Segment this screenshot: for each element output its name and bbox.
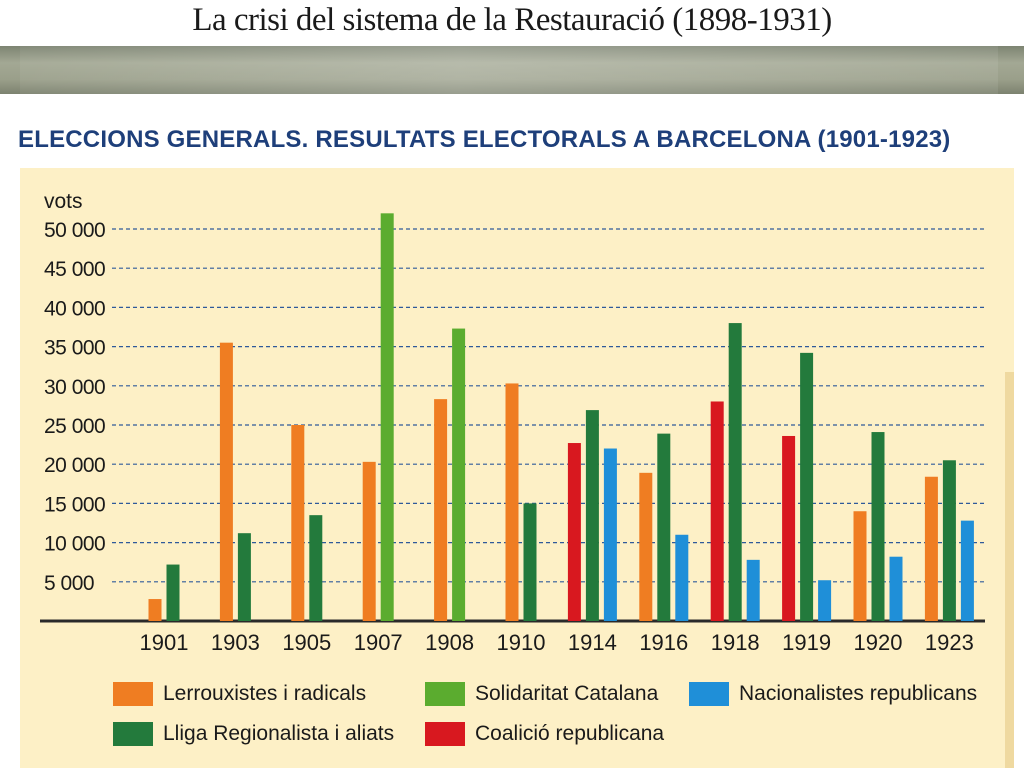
legend-swatch-coalicio — [425, 722, 465, 746]
banner-highlight — [20, 46, 998, 94]
x-tick-label-1923: 1923 — [925, 630, 974, 655]
legend-label-nacionalistes: Nacionalistes republicans — [739, 682, 978, 705]
bar-1910-lliga-regionalista-i-aliats — [523, 503, 537, 621]
y-tick-label: 15 000 — [44, 493, 105, 516]
legend-item-solidaritat: Solidaritat Catalana — [425, 682, 658, 706]
bar-1914-nacionalistes-republicans — [603, 448, 617, 621]
x-tick-label-1918: 1918 — [711, 630, 760, 655]
legend-swatch-nacionalistes — [689, 682, 729, 706]
bar-1908-solidaritat-catalana — [452, 328, 466, 621]
x-tick-label-1910: 1910 — [497, 630, 546, 655]
bar-1905-lliga-regionalista-i-aliats — [309, 515, 323, 621]
x-tick-label-1916: 1916 — [639, 630, 688, 655]
bar-1916-nacionalistes-republicans — [675, 534, 689, 621]
slide-title: La crisi del sistema de la Restauració (… — [192, 2, 832, 38]
x-tick-label-1901: 1901 — [140, 630, 189, 655]
bar-1923-lerrouxistes-i-radicals — [924, 476, 938, 621]
bar-1923-lliga-regionalista-i-aliats — [942, 460, 956, 621]
y-tick-label: 45 000 — [44, 258, 105, 281]
legend-item-lerrouxistes: Lerrouxistes i radicals — [113, 682, 366, 706]
chart-panel-edge — [1005, 372, 1014, 768]
bar-1919-coalici-republicana — [782, 435, 796, 621]
bar-1903-lliga-regionalista-i-aliats — [237, 533, 251, 621]
x-tick-label-1914: 1914 — [568, 630, 617, 655]
decorative-banner — [0, 46, 1024, 94]
legend-swatch-lliga — [113, 722, 153, 746]
bar-1903-lerrouxistes-i-radicals — [219, 342, 233, 621]
legend-swatch-solidaritat — [425, 682, 465, 706]
legend-item-nacionalistes: Nacionalistes republicans — [689, 682, 977, 706]
bar-1919-lliga-regionalista-i-aliats — [800, 352, 814, 621]
bar-1923-nacionalistes-republicans — [960, 520, 974, 621]
legend-label-solidaritat: Solidaritat Catalana — [475, 682, 659, 705]
bar-1914-coalici-republicana — [567, 443, 581, 621]
bar-1907-solidaritat-catalana — [380, 213, 394, 621]
legend-item-coalicio: Coalició republicana — [425, 722, 664, 746]
y-tick-label: 20 000 — [44, 454, 105, 477]
bar-1908-lerrouxistes-i-radicals — [434, 399, 448, 621]
legend-item-lliga: Lliga Regionalista i aliats — [113, 722, 394, 746]
x-tick-label-1907: 1907 — [354, 630, 403, 655]
y-tick-label: 50 000 — [44, 219, 105, 242]
y-tick-label: 5 000 — [44, 572, 94, 595]
legend-label-coalicio: Coalició republicana — [475, 722, 665, 745]
bar-1916-lliga-regionalista-i-aliats — [657, 433, 671, 621]
bar-1901-lerrouxistes-i-radicals — [148, 599, 162, 621]
bar-1910-lerrouxistes-i-radicals — [505, 383, 519, 621]
x-tick-label-1920: 1920 — [854, 630, 903, 655]
bar-1918-nacionalistes-republicans — [746, 559, 760, 621]
bar-1916-lerrouxistes-i-radicals — [639, 472, 653, 621]
y-tick-label: 35 000 — [44, 337, 105, 360]
bar-1918-coalici-republicana — [710, 401, 724, 621]
x-tick-label-1908: 1908 — [425, 630, 474, 655]
y-tick-label: 25 000 — [44, 415, 105, 438]
bar-1920-nacionalistes-republicans — [889, 556, 903, 621]
legend-label-lliga: Lliga Regionalista i aliats — [163, 722, 395, 745]
chart-title: ELECCIONS GENERALS. RESULTATS ELECTORALS… — [18, 126, 951, 153]
bar-1914-lliga-regionalista-i-aliats — [585, 410, 599, 621]
bar-1918-lliga-regionalista-i-aliats — [728, 323, 742, 621]
bar-1907-lerrouxistes-i-radicals — [362, 461, 376, 621]
legend-swatch-lerrouxistes — [113, 682, 153, 706]
x-tick-label-1919: 1919 — [782, 630, 831, 655]
y-tick-label: 40 000 — [44, 297, 105, 320]
bar-1901-lliga-regionalista-i-aliats — [166, 564, 180, 621]
x-tick-label-1903: 1903 — [211, 630, 260, 655]
legend-label-lerrouxistes: Lerrouxistes i radicals — [163, 682, 367, 705]
y-axis-label: vots — [44, 190, 83, 213]
bar-1920-lliga-regionalista-i-aliats — [871, 432, 885, 621]
y-tick-label: 10 000 — [44, 533, 105, 556]
bar-1919-nacionalistes-republicans — [818, 580, 832, 621]
bar-1905-lerrouxistes-i-radicals — [291, 425, 305, 621]
y-tick-label: 30 000 — [44, 376, 105, 399]
x-tick-label-1905: 1905 — [282, 630, 331, 655]
bar-1920-lerrouxistes-i-radicals — [853, 511, 867, 621]
